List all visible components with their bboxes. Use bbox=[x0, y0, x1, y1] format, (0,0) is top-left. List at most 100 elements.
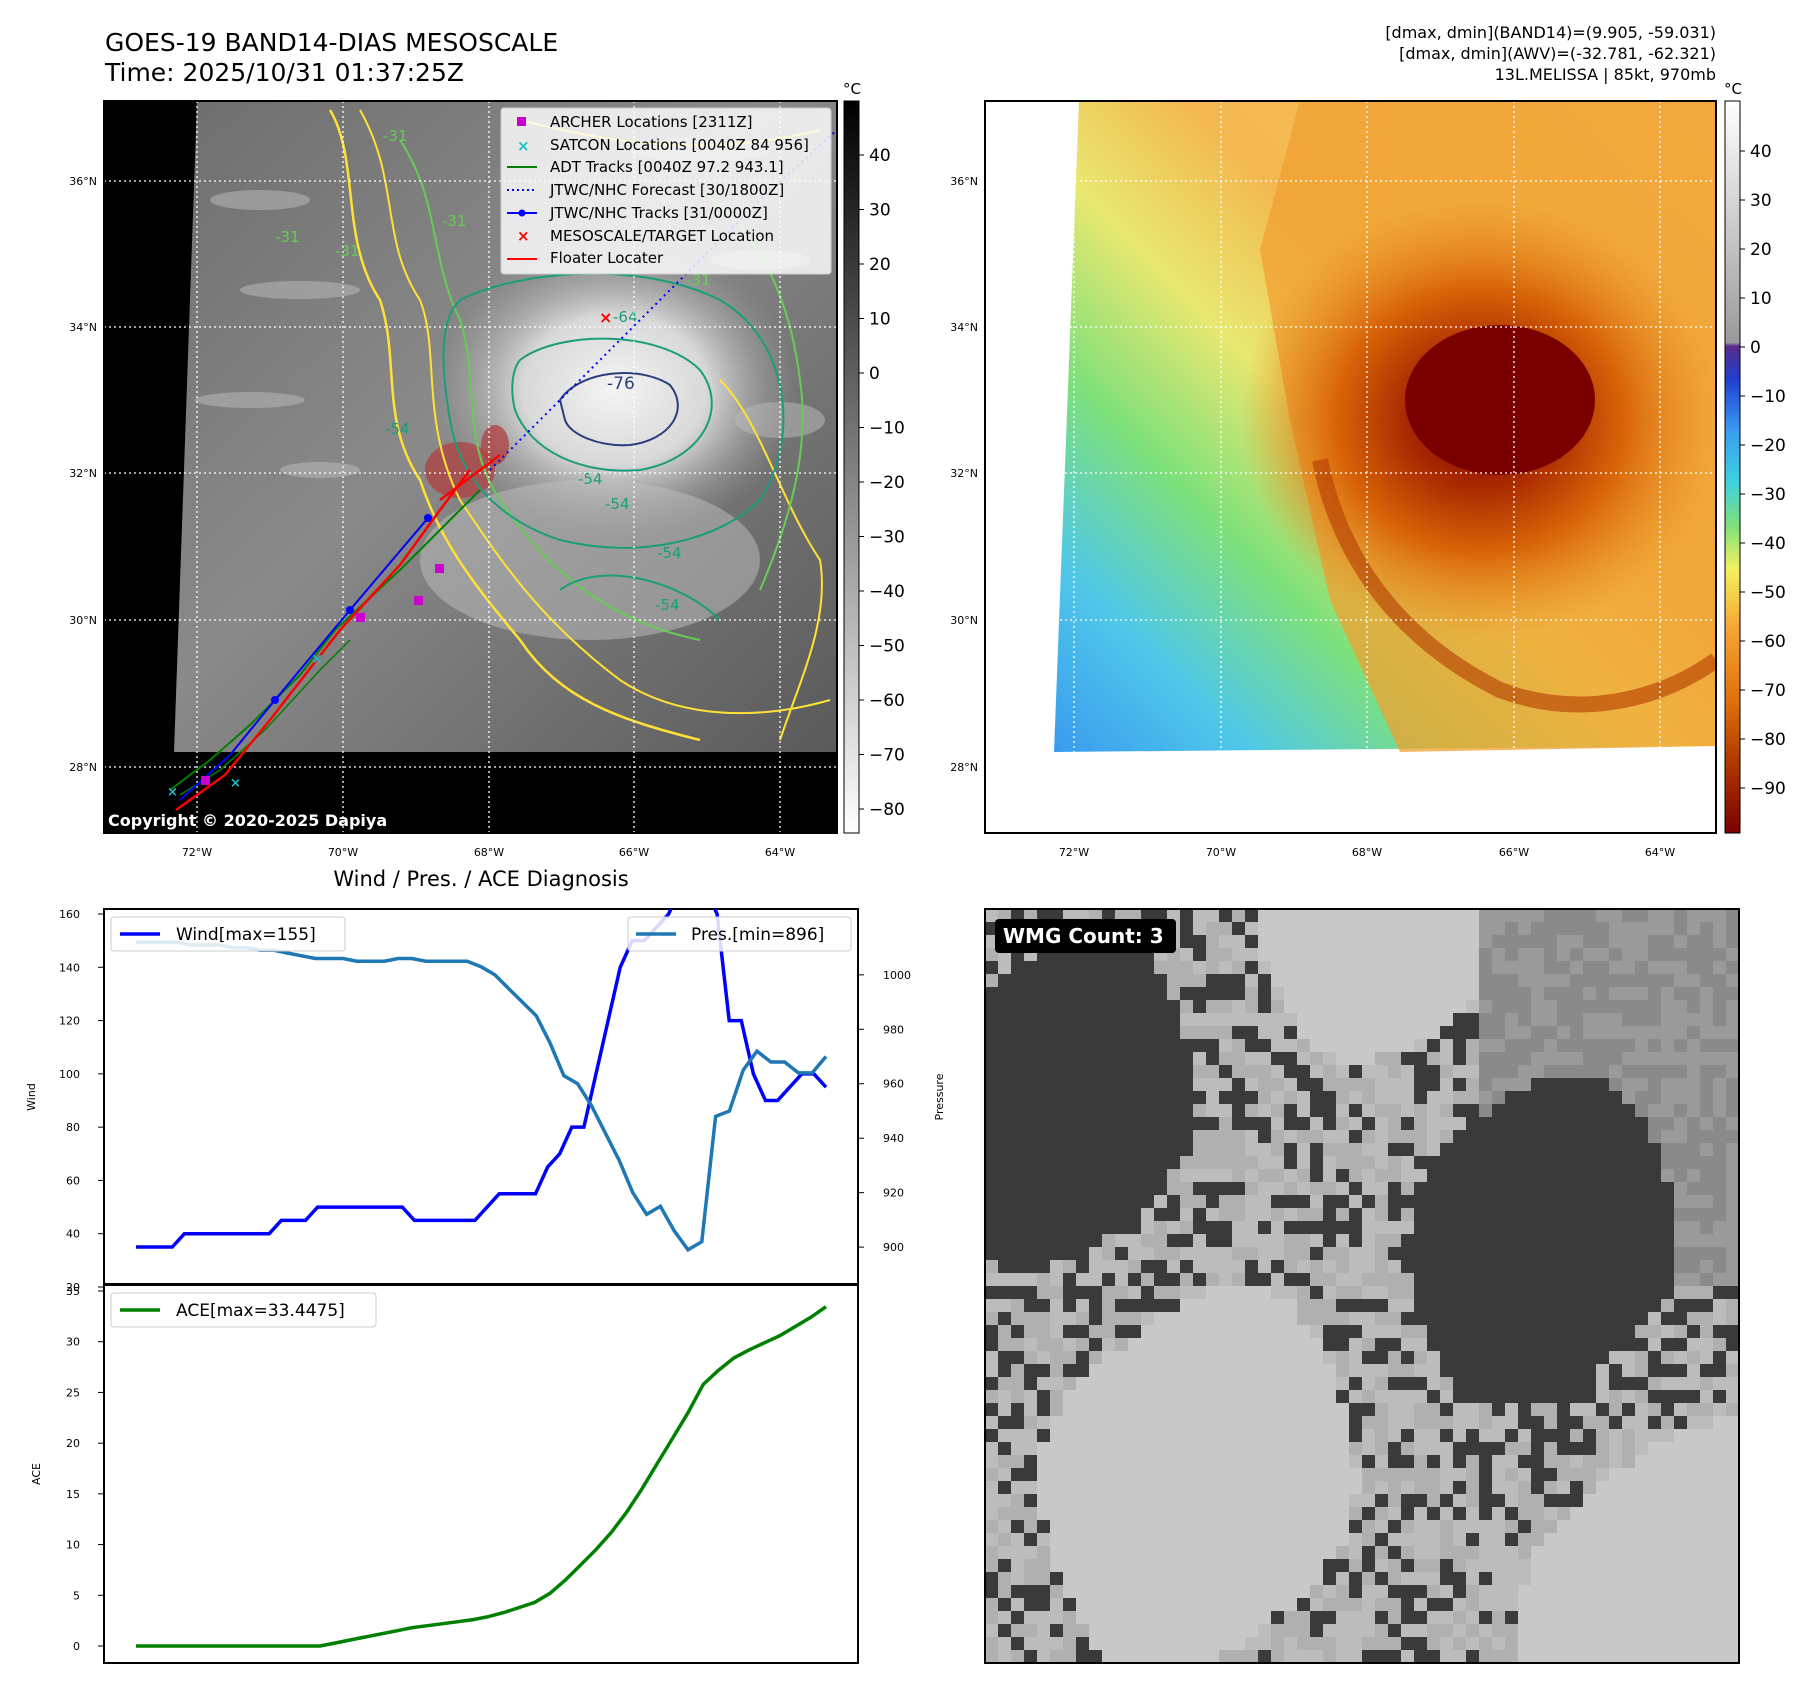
wmg-cell bbox=[1102, 1117, 1116, 1131]
wmg-cell bbox=[1557, 1611, 1571, 1625]
wmg-cell bbox=[1375, 1338, 1389, 1352]
wmg-cell bbox=[1284, 1104, 1298, 1118]
wmg-cell bbox=[1258, 1624, 1272, 1638]
wmg-cell bbox=[1570, 1390, 1584, 1404]
wmg-cell bbox=[1024, 1494, 1038, 1508]
wmg-cell bbox=[1557, 1195, 1571, 1209]
wmg-cell bbox=[1076, 1494, 1090, 1508]
wmg-cell bbox=[1570, 1351, 1584, 1365]
wmg-cell bbox=[1076, 1481, 1090, 1495]
wmg-cell bbox=[1180, 1403, 1194, 1417]
wmg-cell bbox=[1687, 1611, 1701, 1625]
wmg-cell bbox=[1011, 1637, 1025, 1651]
wmg-cell bbox=[1284, 1637, 1298, 1651]
wmg-cell bbox=[1232, 1013, 1246, 1027]
wmg-cell bbox=[1414, 1013, 1428, 1027]
wmg-cell bbox=[1674, 1520, 1688, 1534]
wmg-cell bbox=[1102, 1273, 1116, 1287]
wmg-cell bbox=[1674, 1195, 1688, 1209]
wmg-cell bbox=[1284, 1416, 1298, 1430]
wmg-cell bbox=[1102, 1065, 1116, 1079]
wmg-cell bbox=[1609, 1624, 1623, 1638]
wmg-cell bbox=[1635, 935, 1649, 949]
wmg-cell bbox=[1583, 1195, 1597, 1209]
wmg-cell bbox=[1258, 1351, 1272, 1365]
wmg-cell bbox=[1466, 1390, 1480, 1404]
wmg-cell bbox=[1219, 1351, 1233, 1365]
ace-legend-box bbox=[110, 1292, 377, 1328]
wmg-cell bbox=[1284, 1494, 1298, 1508]
wmg-cell bbox=[1700, 1572, 1714, 1586]
wmg-cell bbox=[1531, 1559, 1545, 1573]
wmg-cell bbox=[1388, 1520, 1402, 1534]
wmg-cell bbox=[1232, 1468, 1246, 1482]
wmg-cell bbox=[1505, 1546, 1519, 1560]
wmg-cell bbox=[1570, 1598, 1584, 1612]
wmg-cell bbox=[1505, 1390, 1519, 1404]
wmg-cell bbox=[1258, 1520, 1272, 1534]
wmg-cell bbox=[1271, 1429, 1285, 1443]
wmg-cell bbox=[1531, 1390, 1545, 1404]
wmg-cell bbox=[1609, 1039, 1623, 1053]
lat-tick: 28°N bbox=[950, 761, 978, 774]
ytick-label: 20 bbox=[66, 1437, 80, 1450]
wmg-cell bbox=[1102, 1585, 1116, 1599]
wmg-cell bbox=[1193, 1377, 1207, 1391]
wmg-cell bbox=[1700, 1039, 1714, 1053]
wmg-cell bbox=[1414, 1312, 1428, 1326]
wmg-cell bbox=[1362, 922, 1376, 936]
wmg-cell bbox=[1583, 1065, 1597, 1079]
wmg-cell bbox=[998, 1052, 1012, 1066]
wmg-cell bbox=[1609, 1013, 1623, 1027]
wmg-cell bbox=[1271, 935, 1285, 949]
wmg-cell bbox=[1440, 961, 1454, 975]
wmg-cell bbox=[1466, 1507, 1480, 1521]
wmg-cell bbox=[1674, 1221, 1688, 1235]
wmg-cell bbox=[1466, 1585, 1480, 1599]
wmg-cell bbox=[1141, 1221, 1155, 1235]
wmg-cell bbox=[1024, 1598, 1038, 1612]
wmg-cell bbox=[1492, 1026, 1506, 1040]
wmg-cell bbox=[985, 1416, 999, 1430]
colorbar-tick-label: −30 bbox=[1750, 485, 1786, 505]
wmg-cell bbox=[1388, 1052, 1402, 1066]
wmg-cell bbox=[998, 1299, 1012, 1313]
wmg-cell bbox=[1232, 1585, 1246, 1599]
wmg-cell bbox=[1232, 1559, 1246, 1573]
contour-label: -54 bbox=[578, 470, 603, 488]
wmg-cell bbox=[1375, 1325, 1389, 1339]
wmg-cell bbox=[1362, 1286, 1376, 1300]
wmg-cell bbox=[1492, 1650, 1506, 1663]
wmg-cell bbox=[1362, 1533, 1376, 1547]
wmg-cell bbox=[1453, 1624, 1467, 1638]
wmg-cell bbox=[1453, 1195, 1467, 1209]
wmg-cell bbox=[1648, 1143, 1662, 1157]
wmg-cell bbox=[1219, 1364, 1233, 1378]
colorbar-tick-label: −40 bbox=[1750, 534, 1786, 554]
colorbar-tick-label: −20 bbox=[869, 473, 905, 493]
wmg-cell bbox=[1505, 1325, 1519, 1339]
wmg-cell bbox=[998, 1533, 1012, 1547]
wmg-cell bbox=[1193, 1104, 1207, 1118]
wmg-cell bbox=[1583, 1273, 1597, 1287]
wmg-cell bbox=[1037, 1520, 1051, 1534]
wmg-cell bbox=[1336, 1065, 1350, 1079]
wmg-cell bbox=[1674, 922, 1688, 936]
wmg-cell bbox=[1245, 1416, 1259, 1430]
wmg-cell bbox=[1622, 1169, 1636, 1183]
contour-label: -54 bbox=[605, 495, 630, 513]
wmg-cell bbox=[1518, 1260, 1532, 1274]
wmg-cell bbox=[1037, 1117, 1051, 1131]
wmg-cell bbox=[1063, 1637, 1077, 1651]
wmg-cell bbox=[1154, 1429, 1168, 1443]
wmg-cell bbox=[1141, 1182, 1155, 1196]
wmg-cell bbox=[1427, 1442, 1441, 1456]
wmg-cell bbox=[1414, 1065, 1428, 1079]
wmg-cell bbox=[1167, 1598, 1181, 1612]
wmg-cell bbox=[998, 1234, 1012, 1248]
wmg-cell bbox=[1583, 1078, 1597, 1092]
wmg-cell bbox=[1310, 1169, 1324, 1183]
wmg-cell bbox=[1011, 1299, 1025, 1313]
wmg-cell bbox=[1323, 1000, 1337, 1014]
wmg-cell bbox=[1102, 1013, 1116, 1027]
